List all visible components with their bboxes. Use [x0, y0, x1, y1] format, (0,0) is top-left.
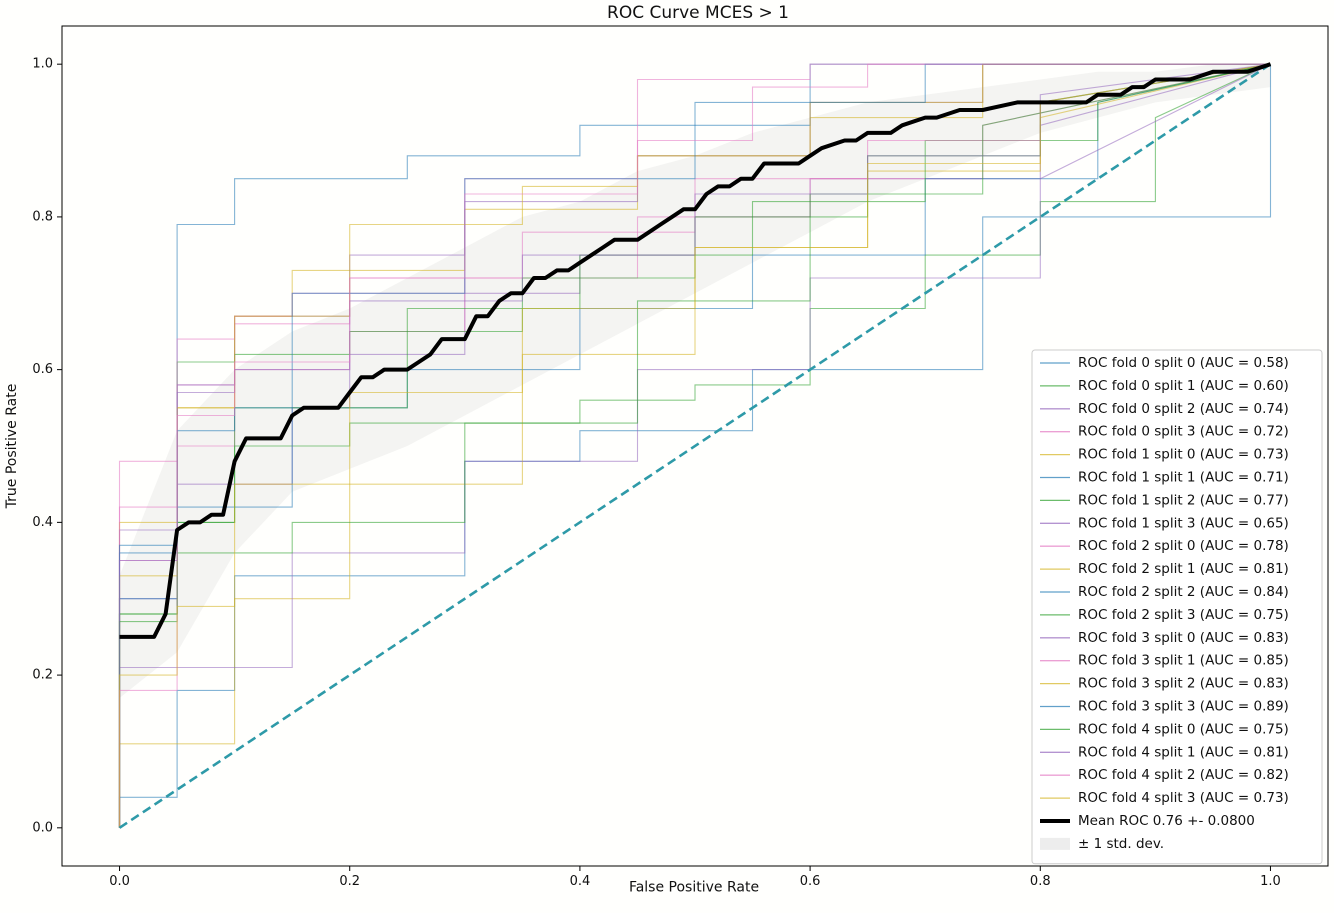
legend-label: ROC fold 0 split 2 (AUC = 0.74) — [1078, 401, 1289, 417]
chance-line — [118, 63, 1272, 829]
legend-label: ROC fold 2 split 0 (AUC = 0.78) — [1078, 538, 1289, 554]
y-tick-label: 0.8 — [32, 209, 53, 224]
legend-label: ROC fold 0 split 3 (AUC = 0.72) — [1078, 424, 1289, 440]
legend-label: ROC fold 0 split 0 (AUC = 0.58) — [1078, 355, 1289, 371]
legend-label: ROC fold 3 split 2 (AUC = 0.83) — [1078, 676, 1289, 692]
legend-label: ROC fold 2 split 1 (AUC = 0.81) — [1078, 561, 1289, 577]
x-tick-label: 0.6 — [800, 874, 821, 889]
legend-label: ROC fold 4 split 2 (AUC = 0.82) — [1078, 767, 1289, 783]
y-tick-label: 0.0 — [32, 820, 53, 835]
legend-label: ROC fold 3 split 3 (AUC = 0.89) — [1078, 699, 1289, 715]
chance-line-layer — [118, 63, 1272, 829]
plot-frame — [61, 25, 1329, 867]
legend-swatch — [1040, 837, 1070, 850]
legend-label: ROC fold 1 split 2 (AUC = 0.77) — [1078, 492, 1289, 508]
x-axis-label: False Positive Rate — [629, 880, 759, 896]
x-axis-ticks: 0.0 0.2 0.4 0.6 0.8 1.0 — [109, 866, 1281, 889]
legend-label: ROC fold 2 split 2 (AUC = 0.84) — [1078, 584, 1289, 600]
y-tick-label: 0.6 — [32, 362, 53, 377]
y-tick-label: 0.2 — [32, 668, 53, 683]
legend-label: Mean ROC 0.76 +- 0.0800 — [1078, 813, 1255, 829]
mean-curve-layer — [119, 62, 1272, 639]
fold-curve — [118, 63, 1271, 828]
fold-curve — [118, 63, 1271, 828]
legend-label: ROC fold 3 split 0 (AUC = 0.83) — [1078, 630, 1289, 646]
legend-label: ROC fold 0 split 1 (AUC = 0.60) — [1078, 378, 1289, 394]
chart-title: ROC Curve MCES > 1 — [607, 3, 789, 23]
x-tick-label: 1.0 — [1260, 874, 1281, 889]
x-tick-label: 0.8 — [1030, 874, 1051, 889]
x-tick-label: 0.0 — [109, 874, 130, 889]
legend-label: ROC fold 1 split 1 (AUC = 0.71) — [1078, 470, 1289, 486]
mean-roc-curve — [119, 62, 1272, 639]
fold-curves-layer — [118, 63, 1272, 828]
legend: ROC fold 0 split 0 (AUC = 0.58) ROC fold … — [1031, 349, 1323, 865]
x-tick-label: 0.4 — [570, 874, 591, 889]
y-tick-label: 1.0 — [32, 57, 53, 72]
y-axis-label: True Positive Rate — [4, 384, 20, 510]
legend-label: ROC fold 1 split 3 (AUC = 0.65) — [1078, 515, 1289, 531]
legend-label: ± 1 std. dev. — [1078, 836, 1164, 852]
x-tick-label: 0.2 — [339, 874, 360, 889]
legend-label: ROC fold 3 split 1 (AUC = 0.85) — [1078, 653, 1289, 669]
legend-label: ROC fold 4 split 3 (AUC = 0.73) — [1078, 790, 1289, 806]
legend-box — [1031, 349, 1323, 865]
legend-label: ROC fold 2 split 3 (AUC = 0.75) — [1078, 607, 1289, 623]
legend-label: ROC fold 1 split 0 (AUC = 0.73) — [1078, 447, 1289, 463]
legend-label: ROC fold 4 split 0 (AUC = 0.75) — [1078, 721, 1289, 737]
fold-curve — [118, 63, 1271, 828]
y-tick-label: 0.4 — [32, 515, 53, 530]
legend-label: ROC fold 4 split 1 (AUC = 0.81) — [1078, 744, 1289, 760]
y-axis-ticks: 0.0 0.2 0.4 0.6 0.8 1.0 — [32, 57, 62, 835]
